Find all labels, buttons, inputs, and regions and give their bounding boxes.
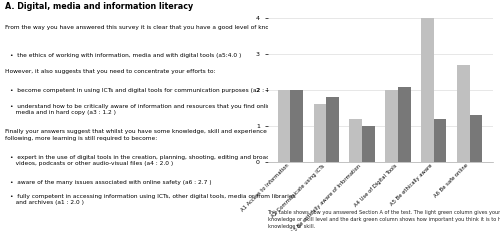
Text: •  expert in the use of digital tools in the creation, planning, shooting, editi: • expert in the use of digital tools in …	[10, 155, 299, 166]
Text: Finally your answers suggest that whilst you have some knowledge, skill and expe: Finally your answers suggest that whilst…	[5, 129, 286, 141]
Bar	[386, 90, 398, 162]
Text: •  the ethics of working with information, media and with digital tools (a5:4.0 : • the ethics of working with information…	[10, 53, 241, 58]
Text: •  aware of the many issues associated with online safety (a6 : 2.7 ): • aware of the many issues associated wi…	[10, 180, 212, 185]
Text: •  fully competent in accessing information using ICTs, other digital tools, med: • fully competent in accessing informati…	[10, 194, 296, 205]
Bar	[278, 90, 290, 162]
Text: A. Digital, media and information literacy: A. Digital, media and information litera…	[5, 2, 193, 11]
Bar	[434, 119, 446, 162]
Text: This table shows how you answered Section A of the test. The light green column : This table shows how you answered Sectio…	[268, 210, 500, 229]
Text: •  become competent in using ICTs and digital tools for communication purposes (: • become competent in using ICTs and dig…	[10, 88, 280, 93]
Text: •  understand how to be critically aware of information and resources that you f: • understand how to be critically aware …	[10, 104, 295, 115]
Bar	[398, 87, 410, 162]
Bar	[422, 18, 434, 162]
Text: However, it also suggests that you need to concentrate your efforts to:: However, it also suggests that you need …	[5, 69, 216, 74]
Bar	[470, 115, 482, 162]
Bar	[350, 119, 362, 162]
Bar	[314, 104, 326, 162]
Bar	[362, 126, 374, 162]
Bar	[290, 90, 303, 162]
Text: From the way you have answered this survey it is clear that you have a good leve: From the way you have answered this surv…	[5, 25, 366, 30]
Bar	[457, 65, 469, 162]
Bar	[326, 97, 338, 162]
